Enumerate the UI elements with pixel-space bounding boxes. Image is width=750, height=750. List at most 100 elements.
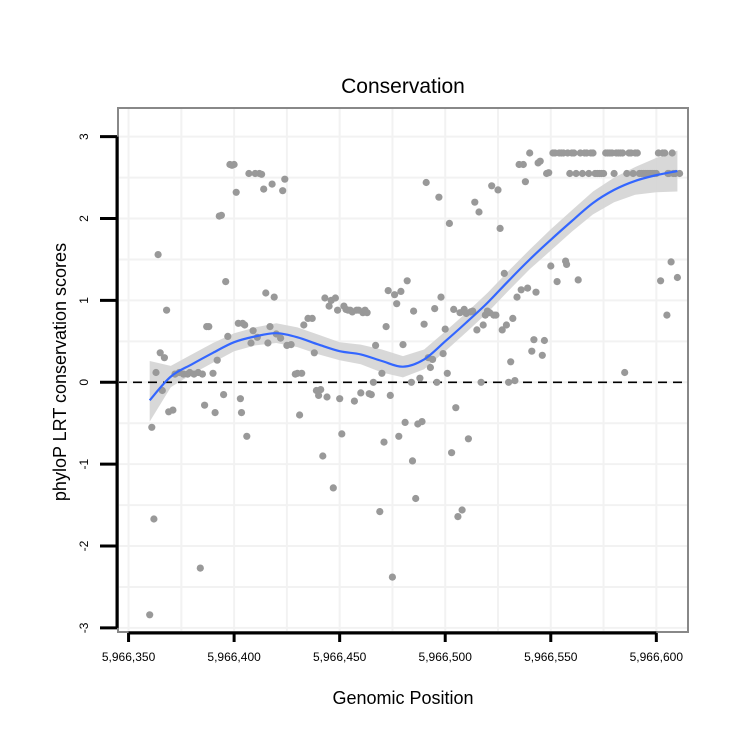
- data-point: [519, 160, 527, 169]
- data-point: [437, 293, 445, 301]
- data-point: [317, 386, 325, 394]
- data-point: [205, 323, 213, 331]
- data-point: [224, 332, 232, 340]
- data-point: [673, 273, 682, 282]
- data-point: [479, 321, 487, 329]
- data-point: [243, 432, 251, 440]
- data-point: [323, 393, 331, 401]
- data-point: [536, 157, 544, 165]
- data-point: [331, 294, 339, 302]
- data-point: [277, 334, 285, 342]
- data-point: [407, 378, 415, 386]
- smooth-trend-line: [148, 169, 678, 402]
- data-point: [357, 389, 365, 397]
- data-point: [477, 378, 485, 386]
- data-point: [376, 508, 384, 516]
- data-point: [388, 573, 396, 581]
- data-point: [450, 305, 458, 313]
- data-point: [676, 169, 684, 178]
- data-point: [473, 326, 481, 334]
- data-point: [397, 287, 405, 295]
- data-point: [471, 198, 479, 206]
- data-point: [439, 350, 447, 358]
- data-point: [154, 251, 162, 259]
- data-point: [528, 347, 536, 355]
- data-point: [663, 311, 671, 319]
- data-point: [574, 276, 582, 284]
- data-point: [443, 369, 451, 377]
- data-point: [410, 307, 418, 315]
- data-point: [496, 224, 504, 232]
- data-point: [393, 300, 401, 308]
- data-point: [270, 293, 278, 301]
- data-point: [382, 323, 390, 331]
- data-point: [315, 391, 323, 399]
- data-point: [152, 368, 160, 377]
- data-point: [492, 311, 500, 319]
- data-point: [494, 186, 502, 194]
- data-point: [538, 351, 546, 359]
- data-point: [435, 193, 443, 201]
- data-point: [169, 406, 177, 414]
- data-point: [445, 219, 453, 227]
- data-point: [403, 277, 411, 285]
- data-point: [619, 149, 627, 157]
- data-point: [600, 169, 608, 178]
- data-point: [196, 564, 204, 572]
- data-point: [369, 378, 377, 386]
- data-point: [160, 354, 168, 362]
- data-point: [511, 377, 519, 385]
- data-point: [623, 169, 631, 178]
- data-point: [416, 374, 424, 382]
- data-point: [237, 409, 246, 417]
- data-point: [668, 149, 676, 157]
- data-point: [249, 327, 257, 335]
- data-point: [260, 185, 268, 193]
- data-point: [507, 358, 515, 366]
- data-point: [150, 515, 158, 523]
- data-point: [146, 611, 154, 619]
- data-point: [386, 391, 394, 399]
- data-point: [232, 188, 240, 196]
- data-point: [372, 341, 380, 349]
- data-point: [532, 288, 540, 296]
- data-point: [363, 309, 371, 317]
- data-point: [319, 452, 327, 460]
- data-point: [475, 208, 483, 216]
- data-point: [498, 326, 506, 334]
- data-point: [563, 260, 571, 268]
- data-point: [422, 178, 430, 187]
- data-point: [222, 278, 230, 286]
- y-tick-label: -3: [77, 622, 91, 633]
- data-point: [391, 291, 399, 299]
- data-point: [500, 269, 508, 277]
- data-point: [395, 432, 403, 440]
- data-point: [505, 378, 513, 386]
- data-point: [325, 302, 333, 310]
- data-point: [156, 349, 164, 357]
- data-point: [220, 391, 228, 399]
- data-point: [420, 320, 428, 328]
- data-point: [429, 355, 437, 363]
- data-point: [454, 513, 462, 521]
- data-point: [547, 262, 555, 270]
- data-point: [262, 289, 270, 297]
- data-point: [433, 378, 441, 386]
- data-point: [296, 411, 304, 419]
- data-point: [441, 325, 449, 333]
- data-point: [431, 305, 439, 313]
- data-point: [350, 397, 358, 405]
- data-point: [264, 339, 272, 347]
- data-point: [570, 149, 578, 157]
- data-point: [329, 484, 337, 492]
- data-point: [448, 449, 456, 457]
- data-point: [488, 182, 496, 190]
- data-point: [334, 306, 342, 314]
- data-point: [367, 391, 375, 399]
- data-point: [310, 349, 318, 357]
- data-point: [148, 423, 156, 431]
- y-axis: -3 -2 -1 0 1 2 3: [77, 133, 119, 633]
- data-point: [258, 170, 266, 178]
- data-point: [566, 169, 574, 178]
